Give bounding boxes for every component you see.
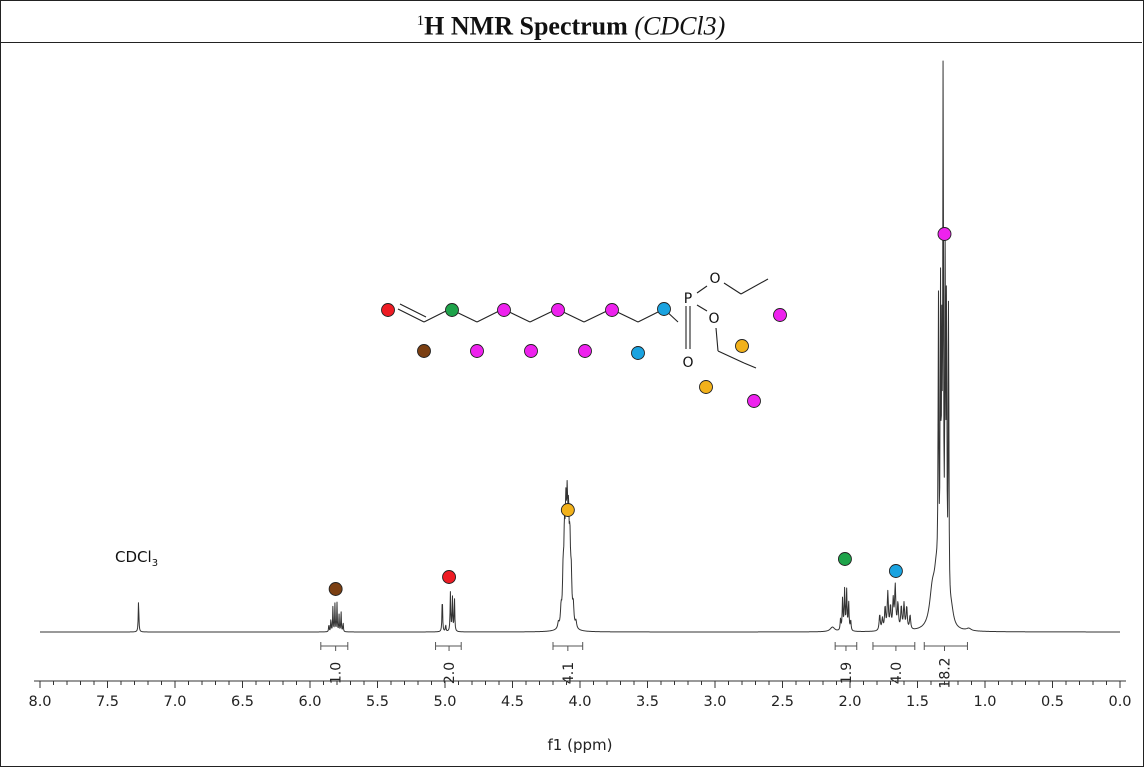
structure-marker-red <box>381 303 395 317</box>
structure-marker-blue <box>657 302 671 316</box>
signal-marker-brown <box>328 582 343 596</box>
x-tick-label: 2.5 <box>771 694 794 710</box>
title-main: H NMR Spectrum <box>424 11 628 41</box>
structure-bond <box>723 282 742 295</box>
signal-marker-orange <box>560 503 575 517</box>
x-tick-label: 1.5 <box>906 694 929 710</box>
integral-label: 18.2 <box>938 657 954 688</box>
structure-bond <box>743 362 757 369</box>
structure-marker-magenta <box>524 344 538 358</box>
x-axis-title: f1 (ppm) <box>548 736 613 754</box>
signal-marker-magenta <box>937 227 952 241</box>
x-tick-label: 1.0 <box>973 694 996 710</box>
structure-bond <box>399 303 427 318</box>
signal-marker-green <box>838 552 852 566</box>
structure-bond <box>397 308 425 323</box>
integral-bracket <box>923 642 968 650</box>
solvent-label: CDCl3 <box>115 548 158 569</box>
title-solvent: (CDCl3) <box>634 11 726 41</box>
x-tick-label: 4.0 <box>568 694 591 710</box>
title-superscript: 1 <box>416 13 425 29</box>
integral-label: 2.0 <box>442 662 458 684</box>
structure-bond <box>717 350 745 364</box>
structure-marker-orange <box>699 380 713 394</box>
structure-marker-orange <box>735 339 749 353</box>
integral-label: 4.1 <box>561 662 577 684</box>
structure-bond <box>715 327 719 352</box>
spectrum-layer: CDCl3 <box>39 60 1121 633</box>
structure-bond <box>696 285 708 294</box>
marker-layer <box>328 227 952 596</box>
structure-marker-magenta <box>605 303 619 317</box>
x-tick-label: 5.5 <box>366 694 389 710</box>
structure-marker-magenta <box>497 303 511 317</box>
signal-marker-blue <box>888 564 903 578</box>
x-tick-label: 6.5 <box>231 694 254 710</box>
structure-bond <box>740 278 769 295</box>
integral-bracket <box>435 642 462 650</box>
structure-marker-magenta <box>470 344 484 358</box>
signal-marker-red <box>442 570 456 584</box>
structure-marker-magenta <box>747 394 761 408</box>
x-axis: 8.0 7.5 7.0 6.5 6.0 5.5 5.0 4.5 4.0 3.5 3.0 2.5 2.0 1… <box>28 680 1132 710</box>
x-tick-label: 3.5 <box>636 694 659 710</box>
integral-bracket <box>320 642 349 650</box>
structure-marker-magenta <box>773 308 787 322</box>
x-tick-label: 0.5 <box>1041 694 1064 710</box>
x-tick-label: 3.0 <box>703 694 726 710</box>
integral-label: 1.9 <box>839 662 855 684</box>
x-tick-label: 8.0 <box>28 694 51 710</box>
oxygen-atom: O <box>709 271 720 287</box>
oxygen-atom: O <box>708 311 719 327</box>
x-tick-label: 0.0 <box>1108 694 1131 710</box>
x-tick-label: 5.0 <box>433 694 456 710</box>
structure-bond <box>696 304 708 312</box>
integral-label: 1.0 <box>329 662 345 684</box>
structure-marker-brown <box>417 344 431 358</box>
x-tick-label: 6.0 <box>298 694 321 710</box>
phosphorus-atom: P <box>684 291 692 307</box>
oxygen-atom: O <box>682 355 693 371</box>
structure-marker-blue <box>631 346 645 360</box>
x-tick-label: 2.0 <box>838 694 861 710</box>
x-tick-label: 4.5 <box>501 694 524 710</box>
chart-title: 1H NMR Spectrum (CDCl3) <box>0 0 1142 43</box>
structure-marker-green <box>445 303 459 317</box>
structure-marker-magenta <box>551 303 565 317</box>
nmr-chart: CDCl3 1.0 2.0 4.1 1.9 4.0 18.2 8.0 7.5 7.0 6.5 6.… <box>28 60 1132 754</box>
x-tick-label: 7.0 <box>163 694 186 710</box>
spectrum-trace <box>39 60 1121 633</box>
integral-label: 4.0 <box>889 662 905 684</box>
integral-layer: 1.0 2.0 4.1 1.9 4.0 18.2 <box>320 642 968 689</box>
structure-marker-magenta <box>578 344 592 358</box>
integral-bracket <box>872 642 916 650</box>
x-tick-label: 7.5 <box>96 694 119 710</box>
